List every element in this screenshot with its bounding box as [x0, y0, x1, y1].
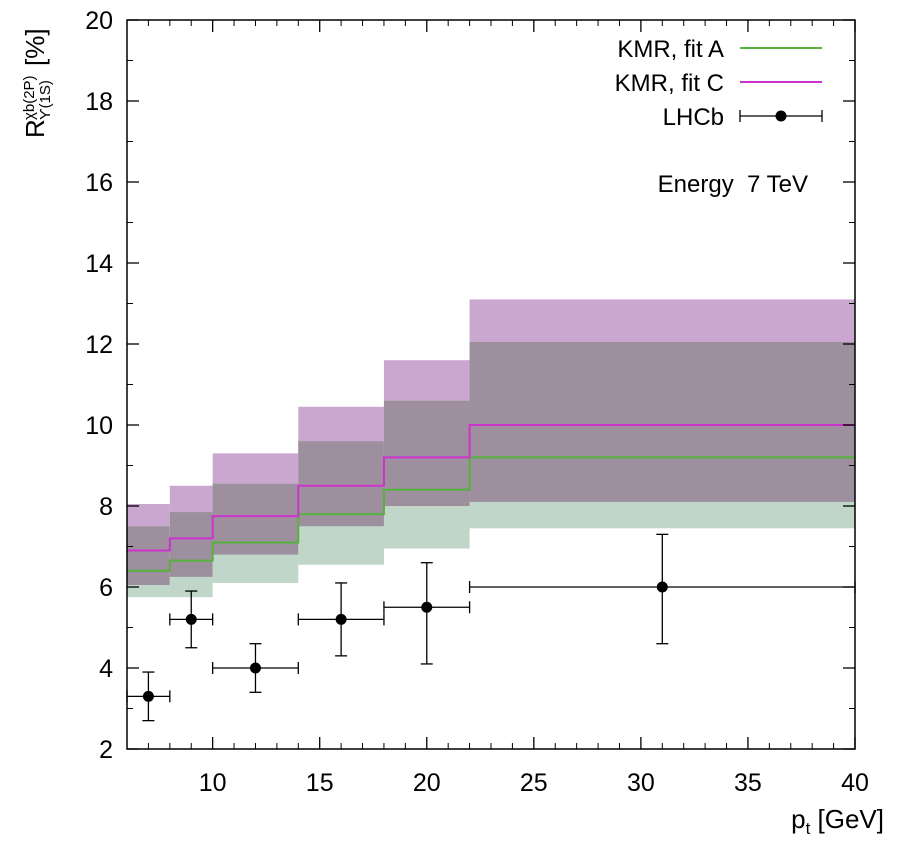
- svg-text:ϒ(1S): ϒ(1S): [37, 80, 54, 120]
- y-tick-label: 14: [85, 250, 113, 278]
- svg-text:χb(2P): χb(2P): [21, 75, 38, 120]
- y-tick-label: 10: [85, 412, 113, 440]
- y-tick-label: 16: [85, 169, 113, 197]
- band-overlap-bin: [469, 341, 855, 502]
- legend: KMR, fit A KMR, fit C LHCb: [615, 36, 823, 131]
- legend-marker-lhcb: [739, 110, 823, 122]
- band-overlap-bin: [212, 483, 299, 555]
- legend-label-lhcb: LHCb: [663, 104, 724, 131]
- x-tick-label: 15: [306, 769, 334, 797]
- y-axis-label: R χb(2P) ϒ(1S) [%]: [20, 28, 54, 138]
- y-tick-label: 18: [85, 88, 113, 116]
- band-overlap-bin: [383, 400, 470, 506]
- y-tick-label: 6: [99, 574, 113, 602]
- x-tick-label: 40: [841, 769, 869, 797]
- model-lines: [127, 424, 855, 572]
- x-tick-label: 25: [520, 769, 548, 797]
- y-tick-label: 2: [99, 736, 113, 764]
- x-tick-label: 35: [734, 769, 762, 797]
- y-tick-label: 8: [99, 493, 113, 521]
- step-line-kmr-fit-a: [127, 456, 855, 572]
- x-tick-label: 10: [199, 769, 227, 797]
- lhcb-point-4: [297, 582, 385, 657]
- lhcb-point-3: [211, 643, 299, 693]
- band-overlap-bin: [298, 441, 384, 527]
- band-overlap-bin: [127, 526, 170, 585]
- lhcb-point-2: [169, 590, 214, 649]
- point-marker: [335, 613, 347, 625]
- lhcb-point-6: [468, 533, 856, 645]
- band-overlap-bin: [169, 512, 213, 577]
- y-tick-label: 20: [85, 7, 113, 35]
- uncertainty-bands: [127, 299, 855, 598]
- svg-text:R: R: [20, 119, 50, 138]
- svg-text:[%]: [%]: [20, 28, 50, 66]
- x-tick-label: 30: [627, 769, 655, 797]
- point-marker: [421, 601, 433, 613]
- lhcb-point-5: [383, 562, 471, 665]
- point-marker: [656, 581, 668, 593]
- y-tick-label: 4: [99, 655, 113, 683]
- point-marker: [249, 662, 261, 674]
- step-line-kmr-fit-c: [127, 424, 855, 552]
- y-tick-label: 12: [85, 331, 113, 359]
- point-marker: [142, 690, 154, 702]
- point-marker: [185, 613, 197, 625]
- x-axis-label: pt [GeV]: [791, 804, 884, 838]
- x-tick-label: 20: [413, 769, 441, 797]
- legend-label-fit-a: KMR, fit A: [617, 36, 724, 63]
- energy-annotation: Energy 7 TeV: [658, 171, 808, 198]
- axes: 2 4 6 8 10 12 14 16 18 20 10 15 20 25 30 35 40: [85, 7, 869, 797]
- legend-label-fit-c: KMR, fit C: [615, 70, 724, 97]
